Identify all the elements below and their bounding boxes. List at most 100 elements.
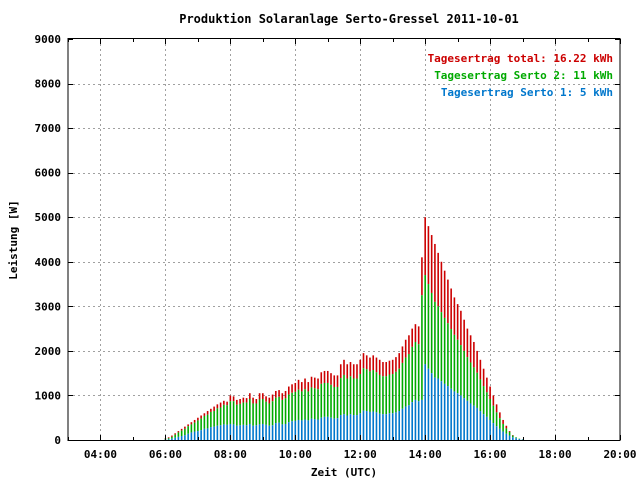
bar-total — [210, 408, 212, 412]
bar-serto-2 — [352, 378, 355, 416]
bar-serto-2 — [369, 371, 371, 412]
bar-serto-2 — [284, 398, 287, 424]
bar-serto-1 — [206, 428, 209, 440]
bar-serto-2 — [440, 312, 443, 382]
bar-total — [482, 368, 485, 387]
bar-total — [262, 393, 264, 400]
bar-total — [206, 411, 209, 415]
bar-serto-2 — [460, 345, 462, 396]
bar-serto-2 — [330, 384, 332, 418]
bar-serto-2 — [223, 404, 225, 425]
bar-total — [456, 304, 459, 340]
bar-serto-1 — [349, 414, 352, 440]
bar-serto-1 — [255, 425, 258, 440]
bar-serto-1 — [239, 425, 241, 440]
bar-serto-2 — [466, 357, 469, 401]
bar-total — [411, 328, 413, 347]
bar-serto-1 — [291, 421, 293, 440]
bar-serto-1 — [262, 423, 264, 440]
bar-total — [443, 270, 446, 318]
bar-serto-2 — [252, 403, 254, 426]
bar-serto-2 — [180, 430, 183, 436]
bar-total — [502, 419, 504, 424]
bar-serto-2 — [469, 362, 472, 404]
x-tick-label: 04:00 — [84, 448, 117, 461]
bar-total — [424, 217, 426, 276]
bar-serto-2 — [197, 420, 199, 432]
x-tick-label: 18:00 — [538, 448, 571, 461]
bar-total — [216, 404, 219, 409]
bar-serto-2 — [307, 391, 310, 421]
bar-total — [330, 373, 332, 385]
y-tick-label: 7000 — [35, 122, 62, 135]
bar-serto-2 — [437, 306, 439, 379]
bar-serto-2 — [278, 396, 280, 423]
bar-serto-1 — [421, 399, 423, 440]
bar-total — [349, 362, 352, 377]
bar-serto-2 — [271, 401, 274, 426]
bar-serto-1 — [242, 424, 245, 440]
bar-total — [372, 355, 375, 371]
bar-total — [378, 359, 381, 375]
bar-total — [268, 397, 271, 404]
bar-total — [417, 326, 420, 345]
y-tick-label: 0 — [54, 434, 61, 447]
bar-serto-1 — [434, 377, 436, 440]
bar-serto-1 — [495, 426, 498, 440]
bar-serto-2 — [388, 374, 391, 414]
bar-total — [505, 425, 508, 429]
plot-frame — [67, 38, 621, 441]
bar-serto-2 — [333, 386, 336, 419]
bar-serto-1 — [223, 424, 225, 440]
bar-total — [291, 384, 293, 393]
bar-serto-1 — [450, 388, 452, 440]
bar-serto-1 — [304, 419, 306, 440]
bar-total — [258, 393, 261, 400]
bar-serto-1 — [443, 383, 446, 440]
bar-total — [479, 359, 482, 380]
bar-serto-2 — [320, 383, 323, 418]
bar-total — [180, 428, 183, 431]
bar-total — [249, 393, 251, 400]
bar-serto-2 — [443, 317, 446, 384]
bar-serto-2 — [275, 397, 277, 424]
bar-serto-1 — [249, 423, 251, 440]
bar-total — [427, 226, 430, 285]
bar-serto-2 — [226, 405, 228, 425]
bar-serto-2 — [356, 378, 358, 416]
y-tick-label: 3000 — [35, 300, 62, 313]
bar-serto-1 — [193, 431, 196, 440]
bar-serto-2 — [304, 389, 306, 420]
bar-serto-1 — [184, 435, 186, 440]
bar-serto-1 — [378, 413, 381, 440]
bar-total — [184, 426, 186, 429]
bar-serto-2 — [219, 407, 222, 426]
bar-serto-2 — [294, 391, 297, 421]
y-tick-label: 5000 — [35, 211, 62, 224]
bar-serto-2 — [206, 414, 209, 429]
x-tick-label: 20:00 — [603, 448, 636, 461]
bar-serto-2 — [281, 399, 284, 425]
bar-serto-1 — [187, 433, 189, 440]
bar-serto-1 — [352, 415, 355, 440]
bar-serto-2 — [391, 374, 394, 414]
bar-serto-2 — [414, 341, 417, 400]
bar-serto-2 — [417, 344, 420, 402]
bar-serto-2 — [213, 411, 215, 427]
bar-serto-2 — [193, 422, 196, 432]
bar-serto-1 — [245, 425, 248, 440]
bar-total — [434, 243, 436, 302]
bar-serto-2 — [171, 436, 173, 439]
bar-total — [200, 415, 202, 419]
bar-serto-1 — [505, 433, 508, 440]
bar-serto-2 — [365, 369, 368, 412]
bar-total — [440, 261, 443, 313]
bar-serto-2 — [382, 376, 384, 415]
bar-serto-2 — [339, 378, 342, 416]
bar-serto-2 — [310, 387, 313, 419]
x-tick-label: 06:00 — [149, 448, 182, 461]
bar-total — [499, 412, 501, 419]
bar-serto-1 — [330, 417, 332, 440]
bar-total — [473, 341, 475, 368]
bar-serto-2 — [216, 408, 219, 426]
